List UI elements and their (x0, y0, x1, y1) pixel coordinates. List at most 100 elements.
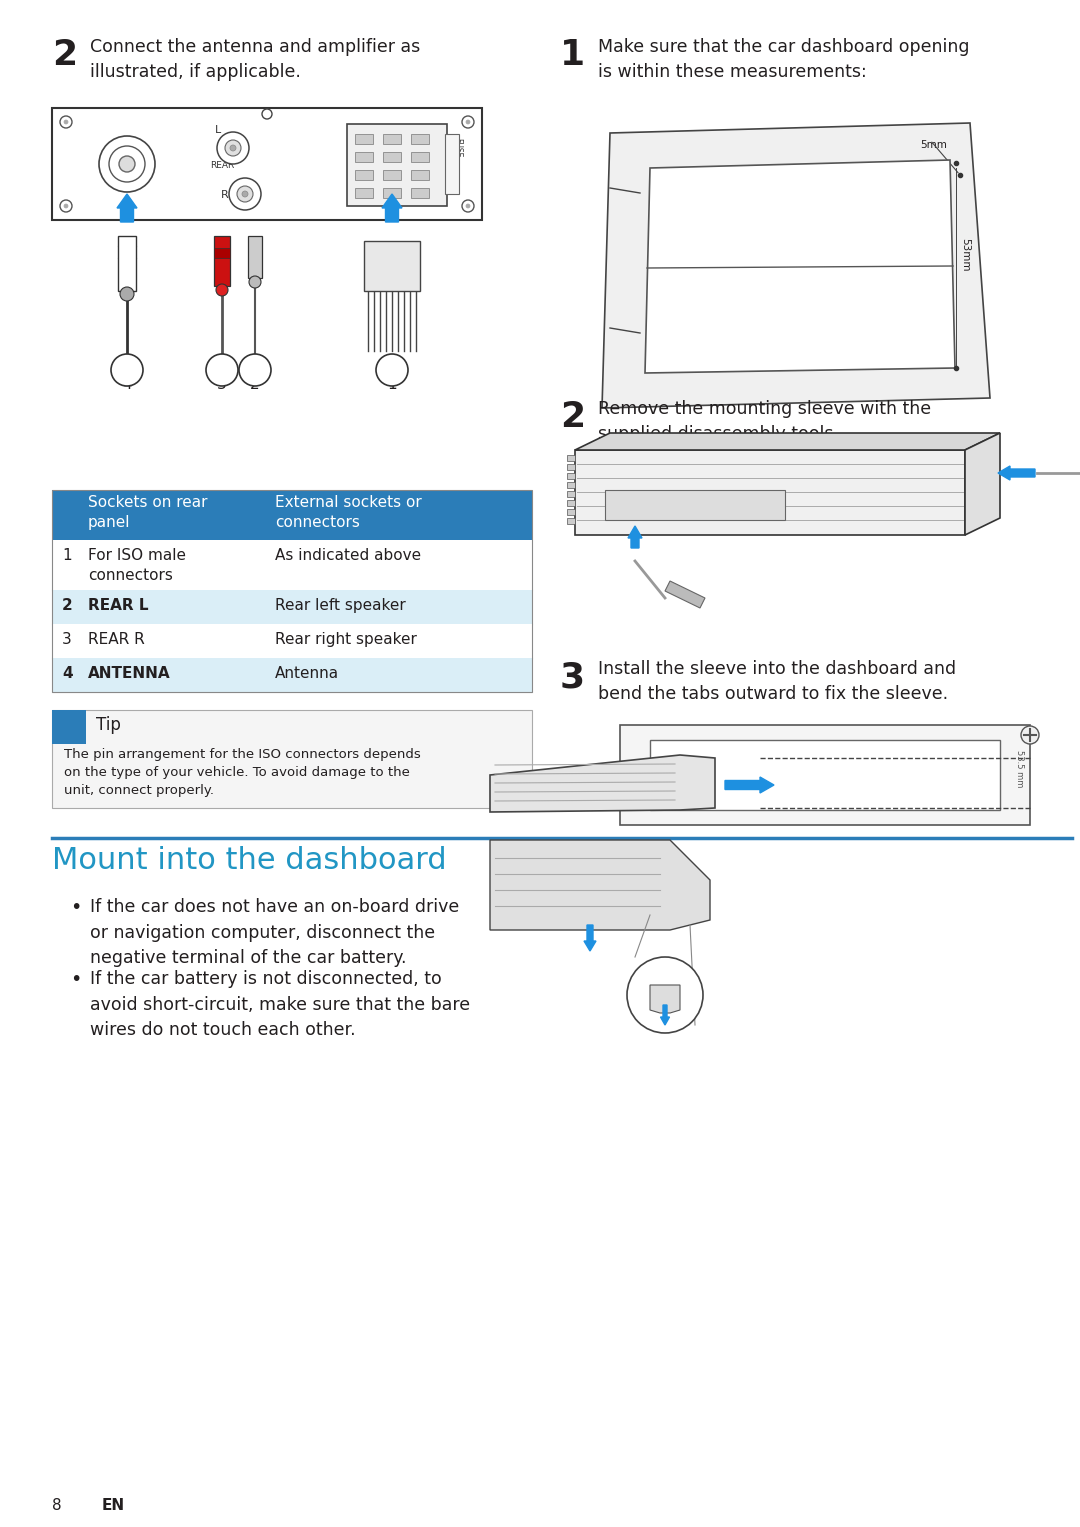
Bar (567, 518, 575, 524)
FancyArrow shape (725, 777, 774, 793)
Circle shape (465, 121, 470, 124)
Text: Rear left speaker: Rear left speaker (275, 599, 406, 612)
Text: ∗: ∗ (58, 715, 80, 738)
FancyArrow shape (627, 525, 642, 548)
Polygon shape (645, 160, 955, 373)
Text: 2: 2 (52, 38, 77, 72)
Bar (567, 464, 575, 470)
Polygon shape (575, 434, 1000, 450)
Text: 183 mm: 183 mm (789, 782, 834, 793)
Text: 53mm: 53mm (960, 238, 970, 272)
Text: Antenna: Antenna (275, 666, 339, 681)
Bar (567, 473, 575, 479)
Text: L: L (215, 125, 221, 134)
Text: 53.5 mm: 53.5 mm (1015, 750, 1024, 788)
Bar (567, 508, 575, 515)
Circle shape (60, 116, 72, 128)
Circle shape (229, 179, 261, 211)
Bar (52, 658, 532, 692)
Circle shape (462, 116, 474, 128)
Text: Tip: Tip (96, 716, 121, 734)
Text: External sockets or
connectors: External sockets or connectors (275, 495, 422, 530)
FancyArrow shape (117, 194, 137, 221)
Text: 3: 3 (561, 660, 585, 693)
Bar (248, 237, 262, 278)
FancyArrow shape (382, 194, 402, 221)
Bar (355, 153, 373, 162)
FancyArrow shape (661, 1005, 670, 1025)
Bar (411, 169, 429, 180)
Text: The pin arrangement for the ISO connectors depends
on the type of your vehicle. : The pin arrangement for the ISO connecto… (64, 748, 421, 797)
Bar (118, 237, 136, 292)
Text: 1: 1 (62, 548, 71, 563)
Bar (52, 710, 532, 808)
Bar (214, 247, 230, 258)
Polygon shape (490, 840, 710, 930)
Circle shape (239, 354, 271, 386)
Text: Sockets on rear
panel: Sockets on rear panel (87, 495, 207, 530)
Text: REAR R: REAR R (87, 632, 145, 647)
Bar (52, 625, 532, 658)
Bar (567, 455, 575, 461)
Circle shape (206, 354, 238, 386)
Circle shape (225, 140, 241, 156)
Bar (567, 492, 575, 496)
Text: If the car does not have an on-board drive
or navigation computer, disconnect th: If the car does not have an on-board dri… (90, 898, 459, 968)
Text: 3: 3 (217, 377, 227, 392)
Text: 1: 1 (561, 38, 585, 72)
Bar (383, 153, 401, 162)
Polygon shape (490, 754, 715, 812)
Bar (355, 134, 373, 144)
Text: For ISO male
connectors: For ISO male connectors (87, 548, 186, 583)
Text: •: • (70, 898, 81, 918)
Circle shape (230, 145, 237, 151)
FancyArrow shape (998, 466, 1035, 479)
Bar (383, 188, 401, 199)
Text: As indicated above: As indicated above (275, 548, 421, 563)
Circle shape (216, 284, 228, 296)
Text: EN: EN (102, 1498, 125, 1513)
Circle shape (465, 205, 470, 208)
Bar (567, 499, 575, 505)
Bar (383, 169, 401, 180)
Circle shape (262, 108, 272, 119)
Bar (52, 589, 532, 625)
Bar (52, 108, 482, 220)
Bar (605, 490, 785, 521)
Text: 7 2 2 1: 7 2 2 1 (654, 495, 734, 525)
Bar (411, 153, 429, 162)
Bar (214, 237, 230, 286)
Bar (52, 541, 532, 589)
Circle shape (242, 191, 248, 197)
Text: 2: 2 (561, 400, 585, 434)
Bar (355, 169, 373, 180)
Polygon shape (650, 985, 680, 1012)
Polygon shape (620, 725, 1030, 825)
Text: ANTENNA: ANTENNA (87, 666, 171, 681)
Text: 4: 4 (62, 666, 72, 681)
Circle shape (237, 186, 253, 202)
Circle shape (119, 156, 135, 173)
Text: Rear right speaker: Rear right speaker (275, 632, 417, 647)
Text: Make sure that the car dashboard opening
is within these measurements:: Make sure that the car dashboard opening… (598, 38, 970, 81)
Text: 3: 3 (62, 632, 71, 647)
Bar (52, 490, 532, 541)
Circle shape (1021, 725, 1039, 744)
Text: FUSE: FUSE (453, 137, 462, 157)
Circle shape (120, 287, 134, 301)
Text: R: R (221, 189, 229, 200)
Circle shape (376, 354, 408, 386)
Bar (355, 188, 373, 199)
Text: 2: 2 (62, 599, 72, 612)
Bar (445, 134, 459, 194)
Bar (347, 124, 447, 206)
Bar (411, 188, 429, 199)
Bar (575, 450, 966, 534)
Bar (52, 490, 532, 692)
Polygon shape (966, 434, 1000, 534)
FancyArrow shape (584, 925, 596, 951)
Bar (383, 134, 401, 144)
Text: REAR L: REAR L (87, 599, 149, 612)
Text: Remove the mounting sleeve with the
supplied disassembly tools.: Remove the mounting sleeve with the supp… (598, 400, 931, 443)
Text: Connect the antenna and amplifier as
illustrated, if applicable.: Connect the antenna and amplifier as ill… (90, 38, 420, 81)
